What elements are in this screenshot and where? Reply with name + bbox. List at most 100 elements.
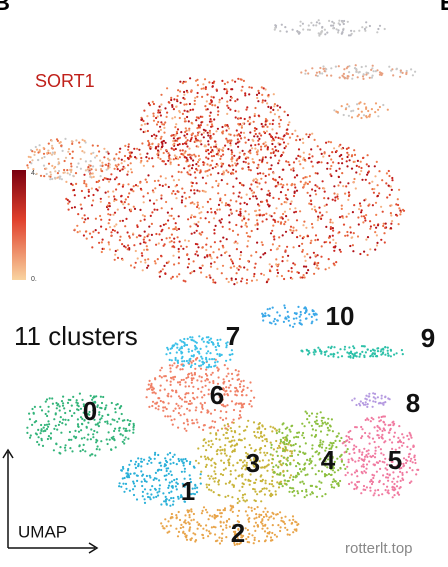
cell-dot — [238, 151, 241, 154]
cell-dot — [196, 521, 199, 524]
cell-dot — [216, 338, 219, 342]
cell-dot — [283, 306, 287, 309]
cell-dot — [162, 527, 165, 530]
cell-dot — [399, 69, 402, 72]
cell-dot — [399, 71, 402, 74]
cell-dot — [408, 453, 411, 456]
cell-dot — [87, 188, 90, 191]
cell-dot — [111, 418, 114, 421]
cell-dot — [391, 447, 394, 450]
cell-dot — [324, 449, 327, 452]
cell-dot — [58, 405, 61, 408]
cell-dot — [398, 463, 401, 467]
cell-dot — [207, 393, 210, 396]
cell-dot — [180, 458, 183, 461]
cell-dot — [289, 202, 292, 205]
cell-dot — [222, 405, 225, 408]
cell-dot — [261, 425, 264, 428]
cell-dot — [136, 257, 139, 260]
cell-dot — [129, 472, 132, 475]
cell-dot — [260, 500, 263, 503]
cell-dot — [228, 458, 231, 461]
cell-dot — [141, 269, 144, 272]
cell-dot — [206, 163, 209, 166]
cell-dot — [332, 27, 335, 30]
cell-dot — [183, 134, 186, 137]
cell-dot — [274, 26, 277, 29]
cell-dot — [299, 481, 302, 484]
cell-dot — [266, 193, 269, 196]
cell-dot — [90, 187, 93, 190]
cell-dot — [414, 458, 417, 461]
cell-dot — [258, 515, 261, 519]
cell-dot — [200, 355, 203, 358]
cell-dot — [168, 241, 171, 244]
cell-dot — [150, 384, 153, 387]
cell-dot — [276, 481, 279, 484]
cell-dot — [84, 450, 87, 453]
cell-dot — [312, 351, 315, 354]
cell-dot — [129, 168, 133, 171]
cell-dot — [311, 467, 314, 470]
cell-dot — [311, 428, 314, 431]
cell-dot — [193, 222, 196, 225]
cell-dot — [89, 394, 92, 397]
cell-dot — [290, 183, 293, 186]
cell-dot — [283, 441, 286, 444]
cell-dot — [211, 149, 214, 152]
cell-dot — [95, 448, 98, 451]
cell-dot — [171, 275, 174, 278]
cell-dot — [304, 317, 308, 320]
cell-dot — [259, 172, 262, 175]
cell-dot — [389, 355, 392, 358]
cell-dot — [358, 456, 361, 460]
cell-dot — [328, 463, 331, 466]
cell-dot — [394, 488, 397, 491]
cell-dot — [362, 215, 366, 218]
cell-dot — [230, 430, 233, 433]
cell-dot — [150, 461, 153, 464]
cluster-label: 6 — [210, 380, 224, 410]
cell-dot — [297, 492, 300, 495]
cell-dot — [236, 141, 239, 144]
cell-dot — [255, 436, 258, 439]
cell-dot — [243, 493, 247, 496]
cell-dot — [367, 395, 370, 398]
cell-dot — [210, 526, 213, 529]
cell-dot — [163, 500, 166, 503]
cell-dot — [207, 440, 210, 443]
cell-dot — [197, 462, 200, 465]
cell-dot — [129, 264, 133, 267]
cell-dot — [381, 210, 384, 213]
cell-dot — [124, 427, 128, 430]
cell-dot — [145, 474, 148, 478]
cell-dot — [217, 369, 220, 372]
cell-dot — [214, 462, 217, 466]
cell-dot — [213, 365, 216, 368]
cell-dot — [163, 474, 166, 477]
cell-dot — [108, 159, 111, 162]
cell-dot — [141, 495, 144, 498]
cell-dot — [401, 433, 404, 436]
cell-dot — [140, 156, 143, 160]
cell-dot — [193, 270, 196, 273]
cell-dot — [211, 186, 214, 189]
cell-dot — [337, 31, 340, 34]
cell-dot — [381, 429, 384, 433]
cell-dot — [354, 426, 357, 429]
cell-dot — [272, 196, 275, 199]
cell-dot — [245, 278, 249, 281]
cell-dot — [308, 459, 311, 462]
cell-dot — [237, 133, 241, 136]
cell-dot — [358, 202, 362, 205]
cell-dot — [216, 256, 219, 259]
cell-dot — [94, 217, 97, 220]
cell-dot — [266, 161, 269, 164]
cell-dot — [197, 164, 200, 168]
cell-dot — [380, 397, 383, 400]
cell-dot — [126, 472, 129, 475]
cell-dot — [83, 419, 86, 422]
cell-dot — [225, 431, 228, 434]
cell-dot — [167, 467, 170, 470]
cell-dot — [200, 133, 203, 136]
